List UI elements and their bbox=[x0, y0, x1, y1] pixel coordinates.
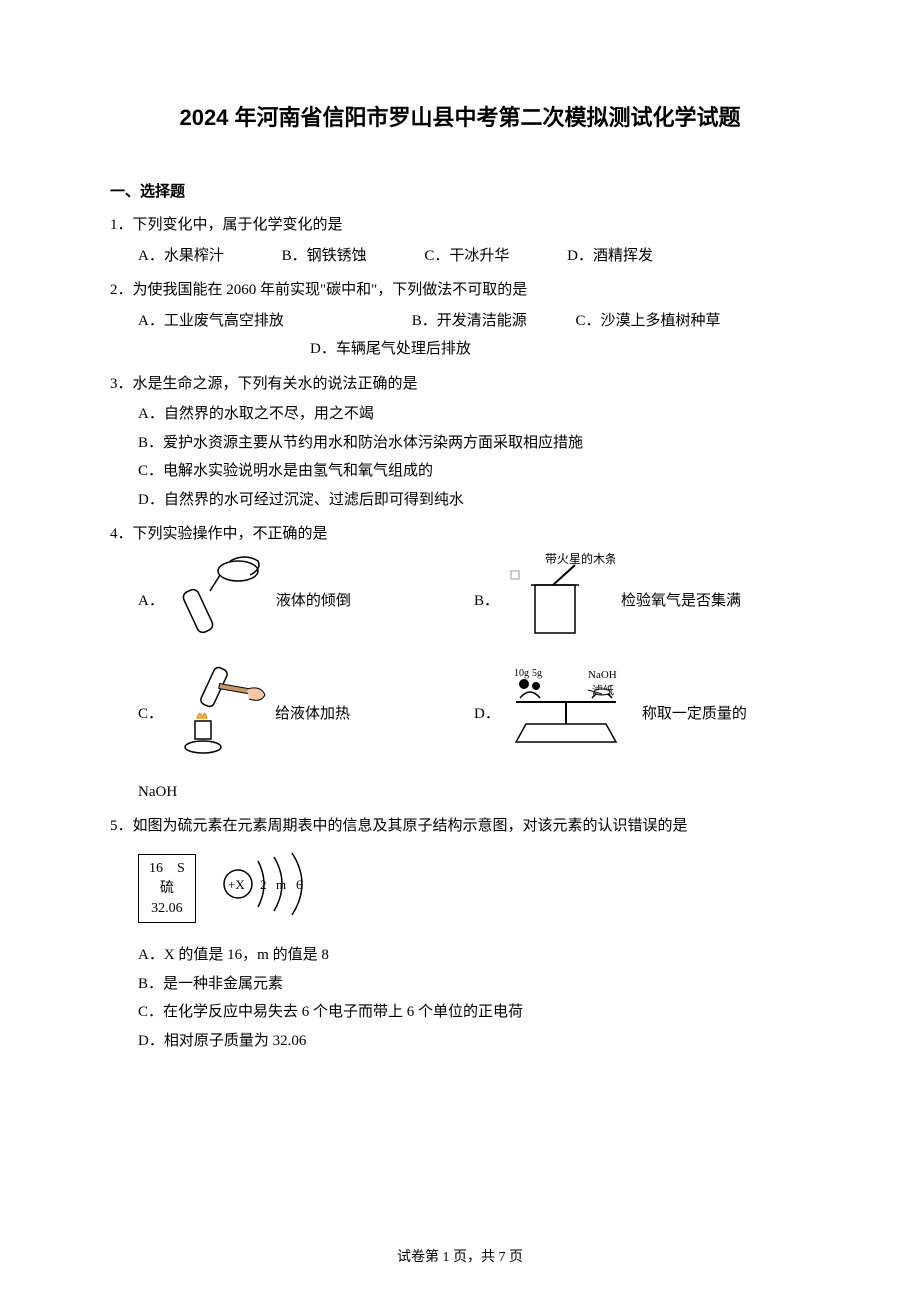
atom-shell1: 2 bbox=[260, 877, 267, 892]
q4-letter-a: A． bbox=[138, 587, 164, 616]
q3-opt-d: D．自然界的水可经过沉淀、过滤后即可得到纯水 bbox=[138, 486, 810, 515]
q3-options: A．自然界的水取之不尽，用之不竭 B．爱护水资源主要从节约用水和防治水体污染两方… bbox=[110, 400, 810, 514]
q5-options: A．X 的值是 16，m 的值是 8 B．是一种非金属元素 C．在化学反应中易失… bbox=[110, 941, 810, 1055]
q5-figures: 16 S 硫 32.06 +X 2 m 6 bbox=[110, 849, 810, 930]
q4-cell-c: C． 给液体加热 bbox=[138, 659, 474, 770]
q4-row2: C． 给液体加热 D． 10g bbox=[110, 659, 810, 770]
q1-opt-c: C．干冰升华 bbox=[424, 242, 509, 271]
heat-liquid-icon bbox=[169, 659, 269, 770]
element-info-box: 16 S 硫 32.06 bbox=[138, 854, 196, 923]
q1-opt-b: B．钢铁锈蚀 bbox=[282, 242, 367, 271]
q2-options-row1: A．工业废气高空排放 B．开发清洁能源 C．沙漠上多植树种草 bbox=[110, 307, 810, 336]
q2-opt-b: B．开发清洁能源 bbox=[412, 307, 572, 336]
question-1: 1．下列变化中，属于化学变化的是 A．水果榨汁 B．钢铁锈蚀 C．干冰升华 D．… bbox=[110, 211, 810, 270]
gas-bottle-icon: 带火星的木条 bbox=[505, 551, 615, 652]
section-heading: 一、选择题 bbox=[110, 180, 810, 201]
q4-letter-b: B． bbox=[474, 587, 499, 616]
atom-structure-icon: +X 2 m 6 bbox=[216, 849, 326, 930]
q1-opt-a: A．水果榨汁 bbox=[138, 242, 224, 271]
question-4: 4．下列实验操作中，不正确的是 A． 液体的倾倒 B． bbox=[110, 520, 810, 806]
question-5: 5．如图为硫元素在元素周期表中的信息及其原子结构示意图，对该元素的认识错误的是 … bbox=[110, 812, 810, 1055]
q2-opt-a: A．工业废气高空排放 bbox=[138, 307, 408, 336]
q4d-weight1: 10g bbox=[514, 668, 529, 679]
q1-text: 1．下列变化中，属于化学变化的是 bbox=[110, 211, 810, 240]
q5-text: 5．如图为硫元素在元素周期表中的信息及其原子结构示意图，对该元素的认识错误的是 bbox=[110, 812, 810, 841]
pour-liquid-icon bbox=[170, 551, 270, 652]
q2-opt-c: C．沙漠上多植树种草 bbox=[576, 307, 721, 336]
q4d-naoh: NaOH bbox=[588, 669, 617, 681]
q4-label-b: 检验氧气是否集满 bbox=[621, 587, 741, 616]
q4-cell-b: B． 带火星的木条 检验氧气是否集满 bbox=[474, 551, 810, 652]
q3-text: 3．水是生命之源，下列有关水的说法正确的是 bbox=[110, 370, 810, 399]
q4-letter-c: C． bbox=[138, 700, 163, 729]
q2-opt-d: D．车辆尾气处理后排放 bbox=[310, 341, 471, 357]
atom-shell3: 6 bbox=[296, 877, 303, 892]
q5-opt-b: B．是一种非金属元素 bbox=[138, 970, 810, 999]
atom-shell2: m bbox=[276, 877, 286, 892]
q1-opt-d: D．酒精挥发 bbox=[567, 242, 653, 271]
balance-scale-icon: 10g 5g NaOH 滤纸 bbox=[506, 664, 636, 765]
q4-letter-d: D． bbox=[474, 700, 500, 729]
q4b-note: 带火星的木条 bbox=[545, 551, 615, 566]
element-mass: 32.06 bbox=[149, 899, 185, 919]
q5-opt-d: D．相对原子质量为 32.06 bbox=[138, 1027, 810, 1056]
question-3: 3．水是生命之源，下列有关水的说法正确的是 A．自然界的水取之不尽，用之不竭 B… bbox=[110, 370, 810, 515]
page-footer: 试卷第 1 页，共 7 页 bbox=[0, 1246, 920, 1266]
q4-cell-d: D． 10g 5g NaOH 滤纸 bbox=[474, 664, 810, 765]
q4d-weight2: 5g bbox=[532, 668, 542, 679]
q3-opt-b: B．爱护水资源主要从节约用水和防治水体污染两方面采取相应措施 bbox=[138, 429, 810, 458]
question-2: 2．为使我国能在 2060 年前实现"碳中和"，下列做法不可取的是 A．工业废气… bbox=[110, 276, 810, 364]
element-name: 硫 bbox=[149, 879, 185, 899]
page-title: 2024 年河南省信阳市罗山县中考第二次模拟测试化学试题 bbox=[110, 100, 810, 132]
q4-label-a: 液体的倾倒 bbox=[276, 587, 351, 616]
q1-options: A．水果榨汁 B．钢铁锈蚀 C．干冰升华 D．酒精挥发 bbox=[110, 242, 810, 271]
q4-row1: A． 液体的倾倒 B． 带火星的木条 bbox=[110, 551, 810, 652]
q4-cell-a: A． 液体的倾倒 bbox=[138, 551, 474, 652]
q5-opt-c: C．在化学反应中易失去 6 个电子而带上 6 个单位的正电荷 bbox=[138, 998, 810, 1027]
q2-text: 2．为使我国能在 2060 年前实现"碳中和"，下列做法不可取的是 bbox=[110, 276, 810, 305]
q4-text: 4．下列实验操作中，不正确的是 bbox=[110, 520, 810, 549]
atom-center: +X bbox=[228, 877, 245, 892]
q4-label-d: 称取一定质量的 bbox=[642, 700, 747, 729]
element-number-symbol: 16 S bbox=[149, 859, 185, 879]
q4-label-c: 给液体加热 bbox=[275, 700, 350, 729]
q3-opt-c: C．电解水实验说明水是由氢气和氧气组成的 bbox=[138, 457, 810, 486]
q4-tail: NaOH bbox=[110, 778, 810, 807]
q3-opt-a: A．自然界的水取之不尽，用之不竭 bbox=[138, 400, 810, 429]
q2-options-row2: D．车辆尾气处理后排放 bbox=[110, 335, 810, 364]
q5-opt-a: A．X 的值是 16，m 的值是 8 bbox=[138, 941, 810, 970]
